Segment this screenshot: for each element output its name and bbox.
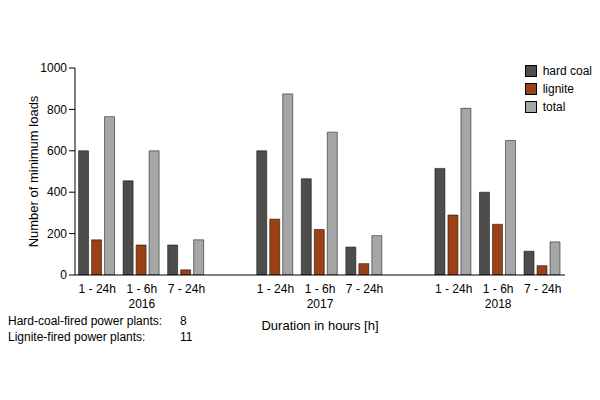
svg-text:1000: 1000: [40, 61, 67, 75]
html-text:11: 11: [180, 330, 193, 344]
svg-text:800: 800: [47, 103, 67, 117]
svg-text:600: 600: [47, 144, 67, 158]
html-text:hard coal: hard coal: [542, 64, 592, 78]
html-text:lignite: lignite: [542, 82, 574, 96]
svg-text:1 - 24h: 1 - 24h: [435, 282, 472, 296]
svg-text:1 - 6h: 1 - 6h: [126, 282, 157, 296]
html-text:total: total: [542, 100, 566, 114]
html-text:Hard-coal-fired power plants:: Hard-coal-fired power plants:: [8, 314, 163, 328]
svg-text:Number of minimum loads: Number of minimum loads: [26, 95, 41, 247]
svg-text:400: 400: [47, 185, 67, 199]
html-text:8: 8: [180, 314, 187, 328]
svg-text:1 - 24h: 1 - 24h: [257, 282, 294, 296]
svg-text:1 - 6h: 1 - 6h: [305, 282, 336, 296]
svg-text:7 - 24h: 7 - 24h: [346, 282, 383, 296]
svg-text:200: 200: [47, 227, 67, 241]
html-text:Duration in hours [h]: Duration in hours [h]: [261, 318, 379, 333]
svg-text:1 - 6h: 1 - 6h: [483, 282, 514, 296]
svg-text:2018: 2018: [485, 297, 512, 311]
svg-text:2016: 2016: [128, 297, 155, 311]
svg-text:7 - 24h: 7 - 24h: [524, 282, 561, 296]
svg-text:2017: 2017: [307, 297, 334, 311]
html-text:Lignite-fired power plants:: Lignite-fired power plants:: [8, 330, 146, 344]
svg-text:0: 0: [60, 268, 67, 282]
svg-text:7 - 24h: 7 - 24h: [168, 282, 205, 296]
svg-text:1 - 24h: 1 - 24h: [79, 282, 116, 296]
